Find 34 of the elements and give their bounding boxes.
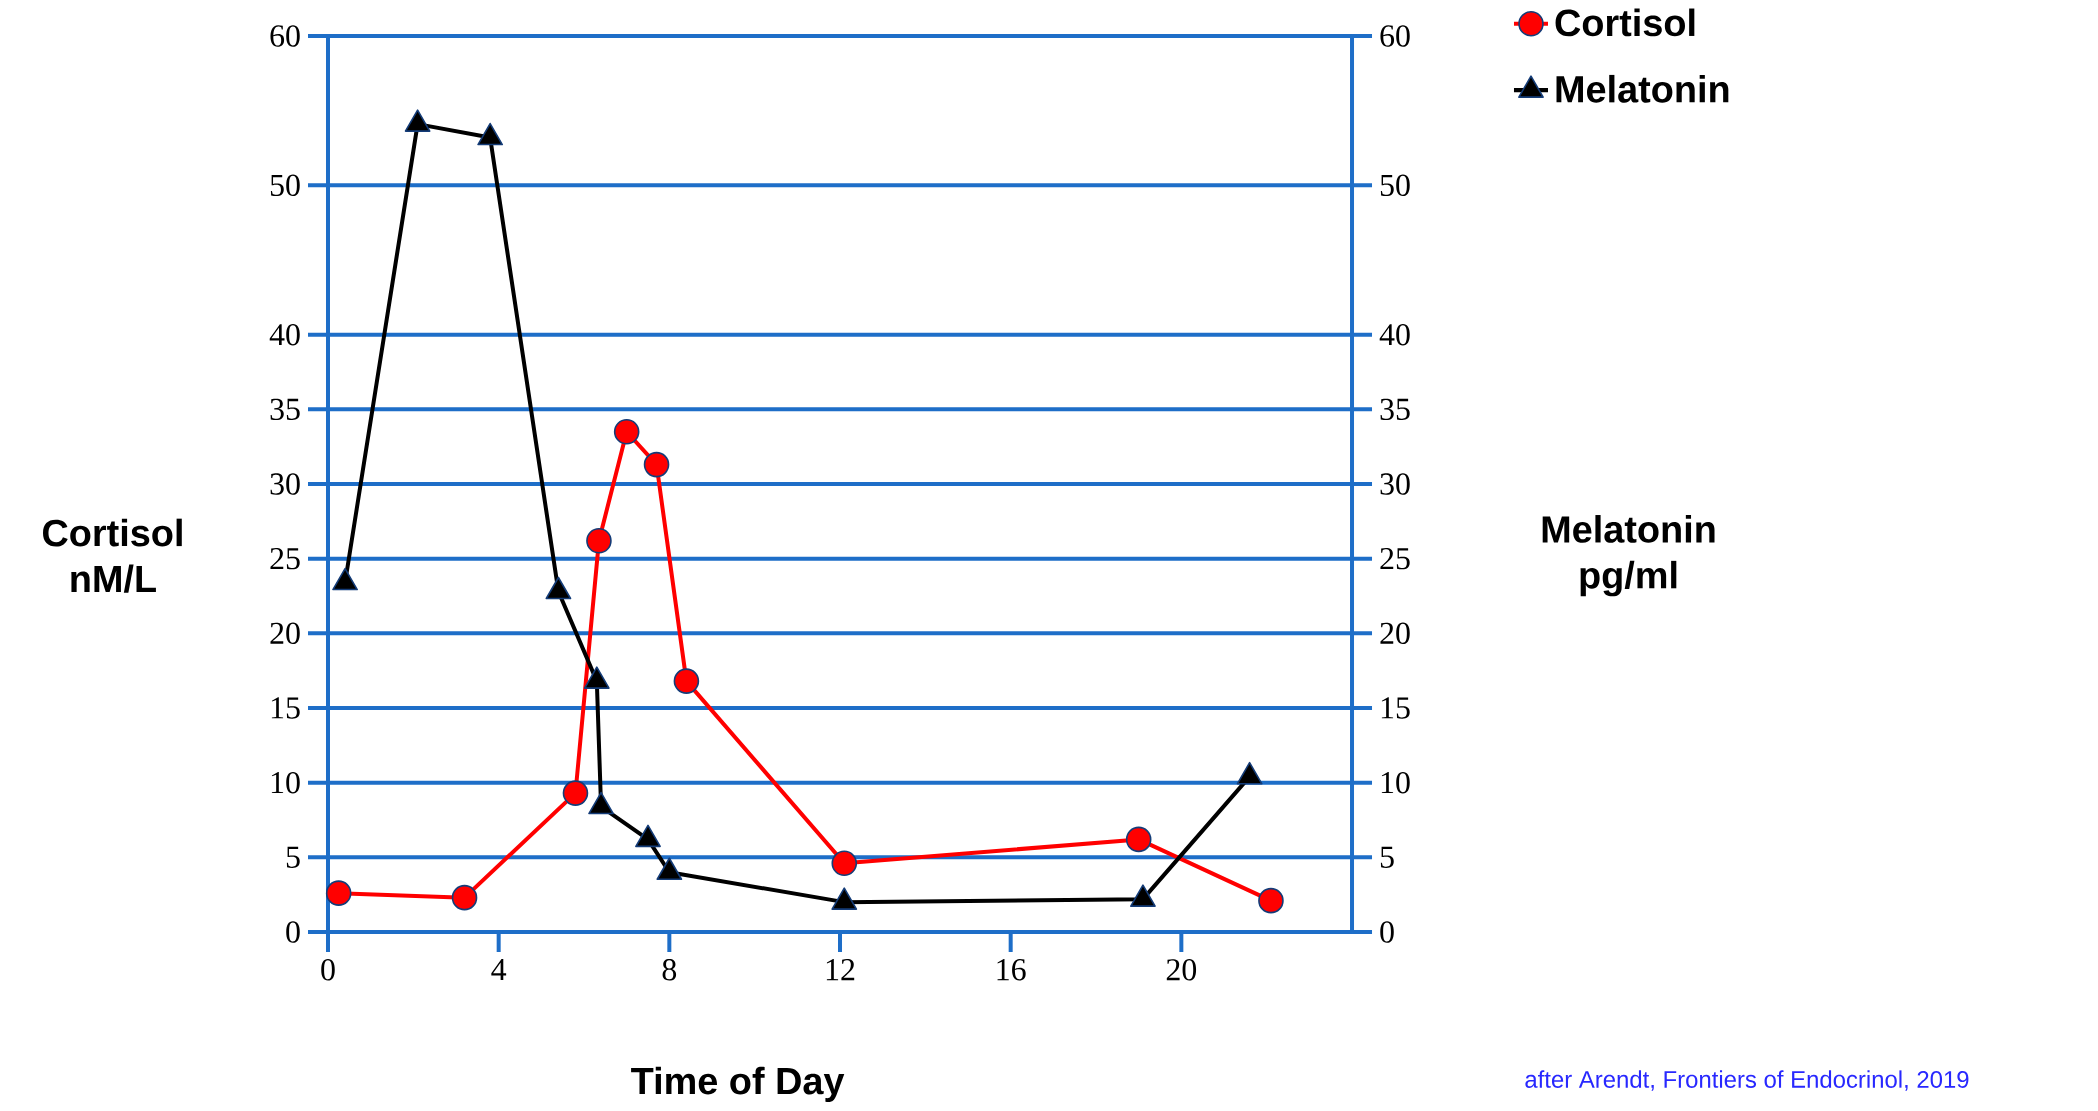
y2-tick-label: 0 [1380, 921, 1394, 943]
y2-tick-label: 5 [1380, 846, 1394, 868]
y2-tick-label: 20 [1380, 622, 1410, 645]
y-axis-title: Cortisol nM/L [43, 518, 182, 593]
y-tick-label: 30 [270, 473, 300, 495]
y-tick-label: 25 [270, 547, 300, 570]
y-tick-label: 40 [269, 323, 300, 346]
y-tick-label: 50 [270, 174, 300, 197]
x-tick-label: 8 [662, 959, 677, 981]
y2-tick-label: 60 [1380, 25, 1410, 47]
y2-axis-title: Melatonin pg/ml [1542, 515, 1715, 597]
x-tick-label: 20 [1166, 959, 1197, 981]
y-tick-label: 5 [286, 846, 300, 868]
y-tick-label: 60 [270, 25, 300, 47]
y2-tick-label: 15 [1381, 697, 1410, 719]
y2-tick-label: 10 [1381, 771, 1410, 794]
y2-tick-label: 30 [1380, 473, 1410, 495]
text: after Arendt, Frontiers of Endocrinol, 2019 [1525, 1070, 1969, 1091]
y-tick-label: 35 [270, 398, 300, 421]
y-tick-label: 15 [271, 697, 300, 719]
x-tick-label: 4 [491, 959, 507, 981]
x-tick-label: 12 [826, 959, 855, 981]
legend-label: Melatonin [1556, 74, 1729, 103]
y-tick-label: 10 [271, 771, 300, 794]
y2-tick-label: 50 [1380, 174, 1410, 197]
x-tick-label: 16 [997, 959, 1026, 981]
y-tick-label: 20 [270, 622, 300, 645]
x-tick-label: 0 [321, 959, 335, 981]
x-axis-title: Time of Day [631, 1066, 845, 1102]
legend-label: Cortisol [1555, 8, 1695, 37]
y2-tick-label: 35 [1380, 398, 1410, 421]
y-tick-label: 0 [286, 921, 300, 943]
y2-tick-label: 40 [1379, 323, 1410, 346]
y2-tick-label: 25 [1380, 547, 1410, 570]
